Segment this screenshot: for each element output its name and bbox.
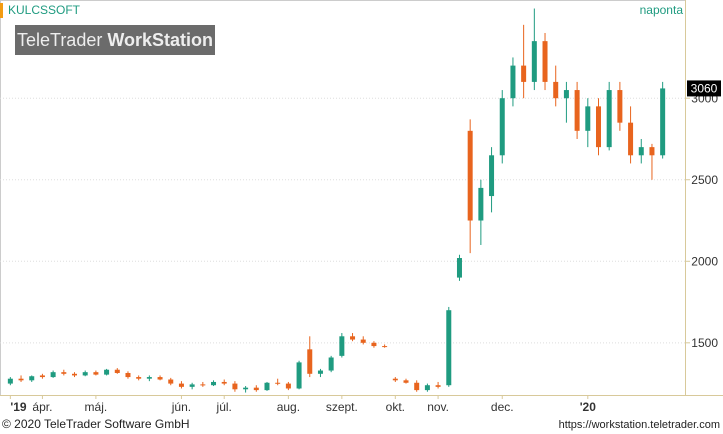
symbol-title: KULCSSOFT: [8, 3, 81, 17]
candle-body: [296, 362, 302, 389]
last-price: 3060: [691, 82, 718, 96]
y-tick-label: 1500: [691, 336, 718, 350]
candle-body: [243, 387, 249, 390]
candle-body: [189, 384, 195, 387]
plot-area: [0, 0, 686, 396]
logo-box: [15, 25, 215, 55]
x-tick-label: máj.: [85, 400, 108, 414]
candle-body: [232, 383, 238, 390]
candle-body: [114, 369, 120, 373]
candle-body: [553, 81, 559, 99]
candle-body: [489, 155, 495, 197]
candle-body: [93, 372, 99, 375]
candle-body: [456, 258, 462, 278]
x-tick-label: '20: [580, 400, 597, 414]
x-tick-label: ápr.: [32, 400, 52, 414]
candle-body: [392, 378, 398, 381]
candle-body: [403, 380, 409, 383]
candle-body: [157, 377, 163, 380]
candle-body: [638, 147, 644, 156]
candle-body: [328, 357, 334, 371]
candle-body: [382, 346, 388, 348]
candle-body: [531, 41, 537, 82]
candle-body: [82, 372, 88, 376]
y-tick-label: 2500: [691, 173, 718, 187]
candle-body: [478, 187, 484, 221]
candle-body: [574, 90, 580, 131]
candle-body: [371, 342, 377, 347]
candle-body: [168, 379, 174, 384]
candle-body: [29, 376, 35, 381]
x-tick-label: jún.: [171, 400, 191, 414]
candle-body: [510, 65, 516, 99]
candle-body: [467, 130, 473, 221]
candle-body: [649, 147, 655, 156]
candle-body: [660, 88, 666, 156]
candle-body: [350, 336, 356, 340]
x-tick-label: nov.: [427, 400, 449, 414]
symbol-marker: [0, 3, 3, 18]
candle-body: [521, 65, 527, 82]
x-tick-label: '19: [10, 400, 27, 414]
candle-body: [563, 90, 569, 99]
candle-body: [595, 106, 601, 148]
candle-body: [146, 377, 152, 379]
candle-body: [221, 381, 227, 384]
candle-body: [253, 387, 259, 391]
candle-body: [606, 90, 612, 148]
candle-body: [542, 41, 548, 82]
x-tick-label: júl.: [216, 400, 232, 414]
candle-body: [424, 385, 430, 391]
x-tick-label: szept.: [326, 400, 358, 414]
candle-body: [39, 375, 45, 378]
candle-body: [211, 381, 217, 386]
footer-url: https://workstation.teletrader.com: [559, 419, 720, 431]
candle-body: [617, 90, 623, 123]
candle-body: [317, 370, 323, 374]
candle-body: [585, 106, 591, 131]
candle-body: [125, 372, 131, 378]
x-tick-label: okt.: [386, 400, 405, 414]
candle-body: [435, 385, 441, 387]
candle-body: [275, 382, 281, 384]
x-tick-label: dec.: [491, 400, 514, 414]
candle-body: [61, 372, 67, 374]
logo: TeleTrader WorkStation: [17, 30, 213, 50]
candle-body: [104, 369, 110, 375]
candle-body: [178, 383, 184, 387]
y-tick-label: 2000: [691, 254, 718, 268]
candle-body: [136, 377, 142, 379]
candle-body: [628, 122, 634, 156]
candle-body: [360, 339, 366, 343]
candle-body: [50, 372, 56, 378]
logo-part: WorkStation: [107, 30, 213, 50]
candle-body: [414, 382, 420, 391]
candle-body: [264, 382, 270, 391]
candle-body: [446, 310, 452, 386]
candle-body: [7, 378, 13, 384]
candle-body: [307, 349, 313, 374]
candle-body: [200, 384, 206, 386]
candle-body: [499, 98, 505, 156]
logo-part: TeleTrader: [17, 30, 102, 50]
x-tick-label: aug.: [277, 400, 300, 414]
candle-body: [72, 373, 78, 376]
interval: naponta: [640, 3, 684, 17]
last-price-box: [687, 80, 721, 97]
candle-body: [18, 378, 24, 381]
candle-body: [339, 336, 345, 356]
footer-copyright: © 2020 TeleTrader Software GmbH: [2, 417, 190, 431]
candle-body: [285, 383, 291, 389]
